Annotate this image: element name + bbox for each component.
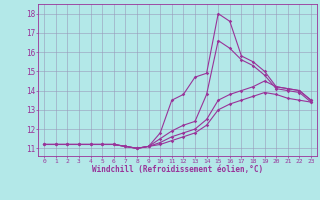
X-axis label: Windchill (Refroidissement éolien,°C): Windchill (Refroidissement éolien,°C) [92,165,263,174]
